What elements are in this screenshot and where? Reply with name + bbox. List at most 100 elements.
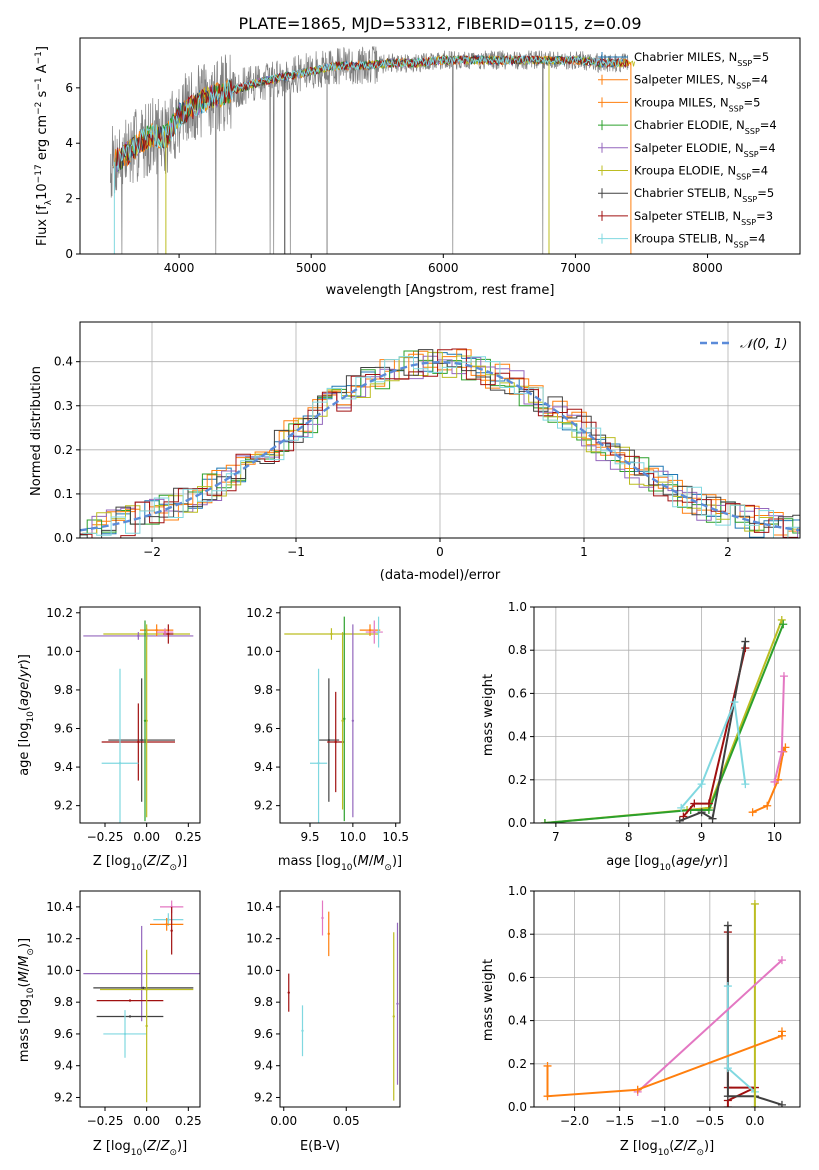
mass_age-ytick-label: 10.0: [246, 644, 273, 658]
spectrum-panel: 4000 5000 6000 7000 8000 0 2 4 6 Chabrier MILES,…: [34, 37, 801, 298]
spectrum-frame: [79, 37, 801, 255]
z_weight-series-marker: [777, 956, 786, 965]
z_weight-series-marker: [633, 1085, 642, 1094]
z_mass-point: [123, 1032, 127, 1036]
residual-histogram: [80, 355, 800, 538]
spectrum-ylabel: Flux [fλ10−17 erg cm−2 s−1 A−1]: [34, 46, 54, 246]
z_age-frame: [79, 606, 201, 824]
legend-subscript: SSP: [736, 81, 751, 90]
age_weight-xtick-label: 7: [552, 830, 560, 844]
age_weight-series-marker: [675, 816, 684, 823]
z_weight-xtick-label: −0.5: [695, 1114, 724, 1128]
z_weight-ytick-label: 0.2: [508, 1057, 527, 1071]
z_age-point: [137, 634, 140, 638]
z_age-xtick-label: −0.25: [87, 830, 124, 844]
age_weight-series-marker: [704, 799, 713, 808]
residuals-xlabel: (data-model)/error: [380, 568, 501, 583]
z_mass-point: [165, 923, 168, 926]
age-weight-xlabel: age [log10(age/yr)]: [606, 854, 728, 873]
z_weight-series-marker: [543, 1061, 552, 1070]
z_weight-series-marker: [750, 1103, 759, 1107]
residuals-ytick-label: 0.2: [54, 443, 73, 457]
age_weight-series-line: [679, 641, 747, 822]
z_weight-frame: [533, 890, 801, 1108]
ebv_mass-data-layer: [287, 900, 399, 1101]
age_weight-series-marker: [741, 637, 750, 646]
legend-subscript: SSP: [737, 59, 752, 68]
ebv_mass-ytick-label: 9.2: [254, 1090, 273, 1104]
z_mass-ytick-label: 9.2: [54, 1090, 73, 1104]
age_weight-frame: [533, 606, 801, 824]
z_weight-ytick-label: 0.8: [508, 927, 527, 941]
z_mass-ytick-label: 9.8: [54, 995, 73, 1009]
age_weight-series-marker: [763, 801, 772, 810]
ebv_mass-frame: [279, 890, 401, 1108]
z-weight-ylabel: mass weight: [481, 959, 496, 1041]
residuals-plot-area: −2 −1 0 1 2 0.0 0.1 0.2 0.3 0.4: [54, 321, 801, 559]
age_weight-ytick-label: 0.8: [508, 643, 527, 657]
residuals-frame: [79, 321, 801, 539]
legend-count: =4: [749, 232, 766, 246]
age_weight-series-marker: [690, 799, 699, 808]
spectrum-xtick-label: 5000: [296, 261, 327, 275]
spectrum-model-line: [116, 54, 629, 170]
z_mass-frame: [79, 890, 201, 1108]
z_weight-series-marker: [543, 1092, 552, 1101]
mass_age-ytick-label: 9.2: [254, 799, 273, 813]
age_weight-series-marker: [779, 672, 788, 681]
residual-histogram: [80, 353, 800, 538]
ebv-mass-xlabel: E(B-V): [300, 1139, 340, 1154]
ebv_mass-ytick-label: 9.8: [254, 995, 273, 1009]
z-weight-panel: −2.0 −1.5 −1.0 −0.5 0.0 0.0 0.2 0.4 0.6 0.8 1.0 Z …: [481, 884, 801, 1158]
residuals-data-layer: [80, 348, 800, 538]
z_mass-data-layer: [83, 900, 200, 1103]
z_age-point: [145, 719, 148, 722]
z-weight-xlabel: Z [log10(Z/Z⊙)]: [620, 1139, 714, 1158]
z-age-ylabel: age [log10(age/yr)]: [17, 654, 36, 776]
residuals-xtick-label: 0: [436, 545, 444, 559]
legend-count: =4: [751, 164, 768, 178]
legend-subscript: SSP: [734, 240, 749, 249]
z-mass-ylabel: mass [log10(M/M⊙)]: [17, 938, 36, 1062]
age_weight-series-marker: [677, 803, 686, 812]
z_age-ytick-label: 9.2: [54, 799, 73, 813]
age_weight-series-line: [544, 623, 785, 823]
z_weight-ytick-label: 1.0: [508, 884, 527, 898]
z-mass-xlabel: Z [log10(Z/Z⊙)]: [93, 1139, 187, 1158]
spectrum-ytick-label: 0: [65, 247, 73, 261]
gaussian-curve: [80, 360, 800, 532]
figure-title: PLATE=1865, MJD=53312, FIBERID=0115, z=0…: [238, 14, 641, 33]
z_age-ytick-label: 10.0: [46, 644, 73, 658]
residuals-xtick-label: −2: [143, 545, 161, 559]
z_weight-xtick-label: 0.0: [745, 1114, 764, 1128]
spectrum-ytick-label: 4: [65, 136, 73, 150]
z_age-ytick-label: 10.2: [46, 606, 73, 620]
mass_age-ytick-label: 10.2: [246, 606, 273, 620]
z_weight-ytick-label: 0.4: [508, 1014, 527, 1028]
age_weight-series-marker: [777, 747, 786, 756]
z_weight-xtick-label: −1.0: [650, 1114, 679, 1128]
legend-label: Chabrier MILES, NSSP=5: [634, 50, 769, 68]
spectrum-ytick-label: 6: [65, 81, 73, 95]
legend-label: Chabrier ELODIE, NSSP=4: [634, 118, 777, 136]
residuals-ytick-label: 0.3: [54, 399, 73, 413]
z_weight-xtick-label: −1.5: [605, 1114, 634, 1128]
z_weight-series-marker: [723, 1103, 732, 1107]
z-mass-plot-area: −0.25 0.00 0.25 9.2 9.4 9.6 9.8 10.0 10.2 10.4: [46, 890, 202, 1128]
age_weight-series-marker: [770, 777, 779, 786]
z_mass-ytick-label: 10.0: [46, 963, 73, 977]
age_weight-xtick-label: 10: [767, 830, 782, 844]
z_mass-xtick-label: −0.25: [87, 1114, 124, 1128]
age_weight-xtick-label: 9: [698, 830, 706, 844]
mass_age-xtick-label: 10.5: [382, 830, 409, 844]
age-weight-ylabel: mass weight: [481, 674, 496, 756]
legend-count: =4: [751, 73, 768, 87]
z_mass-point: [167, 918, 170, 921]
legend-subscript: SSP: [736, 172, 751, 181]
residual-histogram: [82, 349, 800, 536]
legend-label: Salpeter STELIB, NSSP=3: [634, 209, 773, 227]
z_mass-point: [142, 986, 145, 990]
age_weight-series-marker: [777, 615, 786, 624]
ebv-mass-plot-area: 0.00 0.05 9.2 9.4 9.6 9.8 10.0 10.2 10.4: [246, 890, 401, 1128]
